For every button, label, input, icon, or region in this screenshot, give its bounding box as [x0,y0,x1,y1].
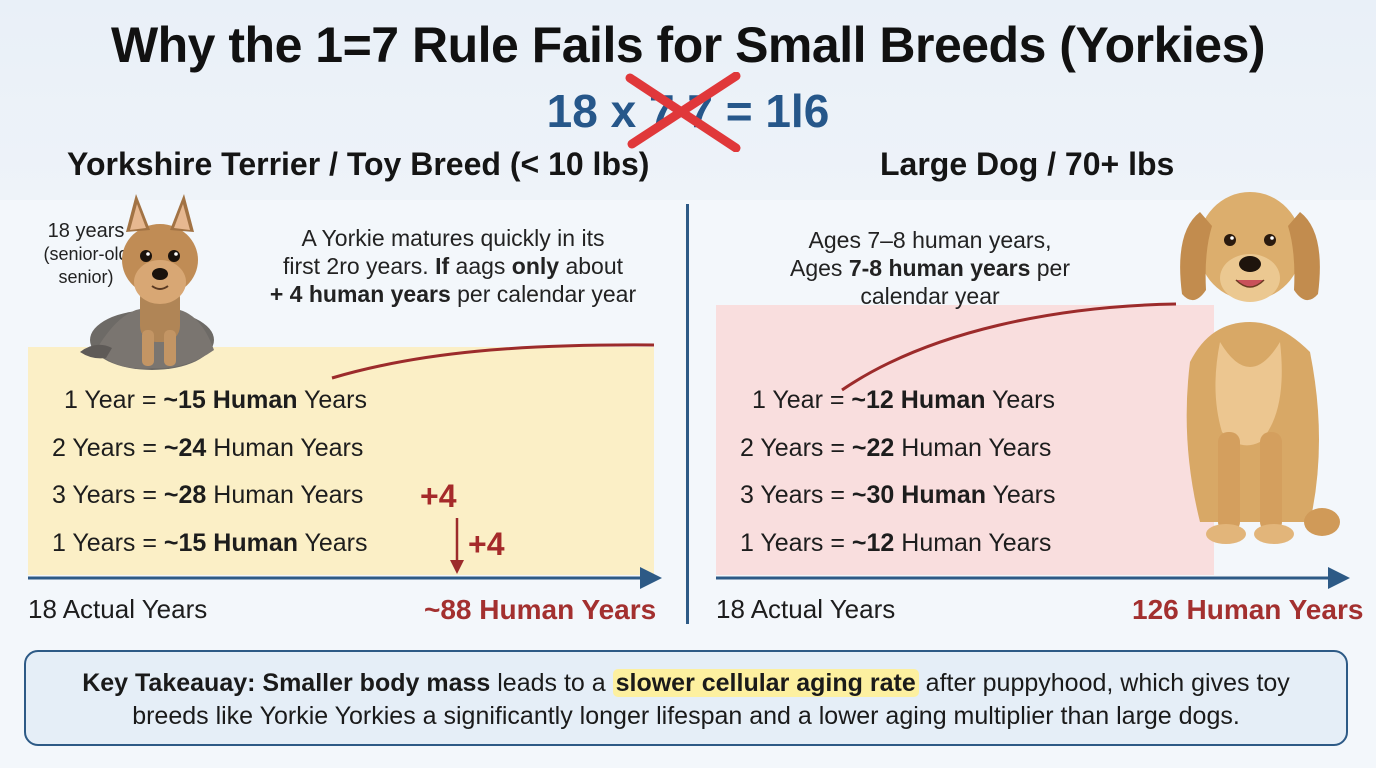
yorkie-row-1: 1 Year = ~15 Human Years [64,386,368,414]
plus-four-label-2: +4 [468,526,505,562]
yorkie-human-total: ~88 Human Years [424,594,657,625]
strike-cross-icon [625,72,741,152]
page-title: Why the 1=7 Rule Fails for Small Breeds … [110,17,1266,73]
right-heading: Large Dog / 70+ lbs [880,146,1175,182]
large-human-total: 126 Human Years [1132,594,1364,625]
takeaway-line1: Key Takeauay: Smaller body mass leads to… [82,669,1290,697]
yorkie-age-note: 18 years (senior-old senior) [28,220,144,289]
large-row-2: 2 Years = ~22 Human Years [740,434,1052,462]
golden-retriever-image [1180,192,1340,544]
yorkie-row-4: 1 Years = ~15 Human Years [52,529,368,557]
large-row-1: 1 Year = ~12 Human Years [752,386,1056,414]
column-divider [686,204,689,624]
large-row-4: 1 Years = ~12 Human Years [740,529,1052,557]
note-end: senior) [58,267,114,287]
large-actual-years: 18 Actual Years [716,594,896,624]
yorkie-aging-area [28,347,654,575]
yorkie-dog-image [80,194,214,370]
key-takeaway-box: Key Takeauay: Smaller body mass leads to… [24,650,1348,746]
right-axis-arrow [1328,567,1350,589]
yorkie-row-2: 2 Years = ~24 Human Years [52,434,364,462]
large-dog-description: Ages 7–8 human years, Ages 7-8 human yea… [760,226,1100,310]
takeaway-highlight: slower cellular aging rate [612,669,919,697]
left-heading: Yorkshire Terrier / Toy Breed (< 10 lbs) [67,146,650,182]
large-row-3: 3 Years = ~30 Human Years [740,481,1056,509]
large-desc-line3: calendar year [860,283,1000,309]
yorkie-actual-years: 18 Actual Years [28,594,208,624]
note-paren: (senior-old [43,244,129,264]
header-band [0,0,1376,200]
large-desc-line2: Ages 7-8 human years per [790,255,1070,281]
yorkie-desc-line1: A Yorkie matures quickly in its [301,225,605,251]
plus-four-label-1: +4 [420,478,457,514]
yorkie-row-3: 3 Years = ~28 Human Years [52,481,364,509]
yorkie-desc-line3: + 4 human years per calendar year [269,281,637,307]
large-desc-line1: Ages 7–8 human years, [808,227,1052,253]
note-years: 18 years [47,220,125,242]
yorkie-desc-line2: first 2ro years. If aags only about [282,253,624,279]
yorkie-description: A Yorkie matures quickly in its first 2r… [258,224,648,308]
takeaway-line2: breeds like Yorkie Yorkies a significant… [132,702,1240,730]
